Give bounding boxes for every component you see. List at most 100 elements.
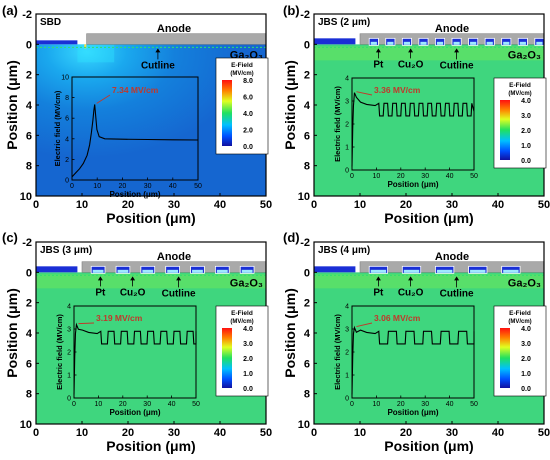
x-tick-label: 30 <box>446 427 458 439</box>
colorbar-tick: 0.0 <box>243 386 253 393</box>
cu2o-layer <box>241 269 253 273</box>
inset-y-tick-label: 8 <box>65 95 69 102</box>
cu2o-layer <box>117 269 129 273</box>
y-tick-label: 4 <box>26 328 33 340</box>
pt-label-arrowhead <box>97 276 103 281</box>
colorbar-ramp <box>222 80 232 146</box>
y-tick-label: -2 <box>22 237 32 249</box>
efield-band <box>314 46 544 61</box>
cutline-arrowhead <box>454 276 460 281</box>
inset-x-tick-label: 10 <box>93 183 101 190</box>
cu2o-layer <box>167 269 179 273</box>
y-tick-label: -2 <box>22 9 32 21</box>
y-tick-label: 6 <box>304 358 310 370</box>
y-tick-label: 8 <box>304 161 310 173</box>
cutline-arrowhead <box>155 48 161 53</box>
y-tick-label: 2 <box>304 298 310 310</box>
colorbar-tick: 1.0 <box>243 371 253 378</box>
efield-hotspot <box>77 44 115 63</box>
y-tick-label: 10 <box>20 191 32 203</box>
cu2o-layer <box>92 269 104 273</box>
cu2o-layer <box>536 41 543 45</box>
efield-band <box>36 274 266 289</box>
cu2o-layer <box>453 41 460 45</box>
x-tick-label: 30 <box>168 199 180 211</box>
inset-x-tick-label: 0 <box>350 173 354 180</box>
inset-y-tick-label: 3 <box>345 327 349 334</box>
colorbar-ramp <box>222 328 232 388</box>
inset-x-tick-label: 20 <box>397 401 405 408</box>
colorbar-tick: 4.0 <box>521 326 531 333</box>
inset-x-tick-label: 30 <box>421 173 429 180</box>
inset-frame <box>71 76 199 181</box>
cu2o-layer <box>420 41 427 45</box>
x-tick-label: 20 <box>400 427 412 439</box>
colorbar-tick: 0.0 <box>521 158 531 165</box>
peak-annotation: 3.36 MV/cm <box>374 85 421 95</box>
cu2o-layer <box>192 269 203 273</box>
y-tick-label: 10 <box>20 419 32 431</box>
panel-letter: (a) <box>2 3 18 18</box>
y-tick-label: 0 <box>304 39 310 51</box>
colorbar-tick: 4.0 <box>243 326 253 333</box>
cu2o-label: Cu₂O <box>398 59 424 70</box>
y-tick-label: -2 <box>300 9 310 21</box>
y-tick-label: 6 <box>304 130 310 142</box>
inset-y-tick-label: 0 <box>65 178 69 185</box>
inset-y-tick-label: 4 <box>345 304 349 311</box>
colorbar-tick: 3.0 <box>521 341 531 348</box>
efield-band <box>314 274 544 289</box>
anode-label: Anode <box>435 23 469 35</box>
panel-letter: (c) <box>2 230 18 245</box>
inset-y-tick-label: 1 <box>345 373 349 380</box>
cu2o-label: Cu₂O <box>398 287 424 298</box>
inset-y-label: Electric field (MV/cm) <box>53 90 62 166</box>
panel-letter: (b) <box>283 3 300 18</box>
x-axis-label: Position (μm) <box>384 210 473 226</box>
peak-arrow <box>356 91 373 96</box>
cu2o-layer <box>436 269 453 273</box>
inset-x-tick-label: 20 <box>119 401 127 408</box>
x-axis-label: Position (μm) <box>384 438 473 454</box>
x-tick-label: 50 <box>538 199 550 211</box>
cutline-label: Cutline <box>440 288 474 299</box>
inset-x-label: Position (μm) <box>387 408 438 417</box>
y-axis-label: Position (μm) <box>4 288 20 377</box>
cu2o-layer <box>142 269 154 273</box>
panel-title: JBS (2 μm) <box>318 17 370 28</box>
cutline-label: Cutline <box>440 60 474 71</box>
inset-x-tick-label: 30 <box>144 183 152 190</box>
y-tick-label: 4 <box>304 328 311 340</box>
colorbar-tick: 2.0 <box>243 356 253 363</box>
inset-x-tick-label: 20 <box>119 183 127 190</box>
peak-arrow <box>356 322 373 328</box>
inset-x-tick-label: 40 <box>169 183 177 190</box>
cu2o-label-arrowhead <box>408 276 414 281</box>
x-tick-label: 20 <box>122 427 134 439</box>
y-tick-label: 2 <box>26 298 32 310</box>
inset-y-tick-label: 1 <box>67 373 71 380</box>
inset-y-tick-label: 2 <box>345 122 349 129</box>
y-tick-label: 0 <box>304 267 310 279</box>
colorbar-tick: 0.0 <box>521 386 531 393</box>
inset-x-tick-label: 30 <box>143 401 151 408</box>
y-tick-label: 6 <box>26 130 32 142</box>
colorbar-unit: (MV/cm) <box>230 319 253 325</box>
colorbar-unit: (MV/cm) <box>508 91 531 97</box>
x-tick-label: 40 <box>492 427 504 439</box>
left-electrode <box>314 266 356 273</box>
anode-label: Anode <box>157 23 191 35</box>
x-tick-label: 40 <box>214 199 226 211</box>
inset-x-tick-label: 0 <box>70 183 74 190</box>
y-tick-label: 4 <box>26 100 33 112</box>
cu2o-label: Cu₂O <box>120 287 146 298</box>
cutline-label: Cutline <box>162 288 196 299</box>
pt-label: Pt <box>95 287 106 298</box>
y-tick-label: 2 <box>304 70 310 82</box>
x-tick-label: 0 <box>311 199 317 211</box>
y-tick-label: 0 <box>26 267 32 279</box>
colorbar-title: E-Field <box>231 310 253 317</box>
